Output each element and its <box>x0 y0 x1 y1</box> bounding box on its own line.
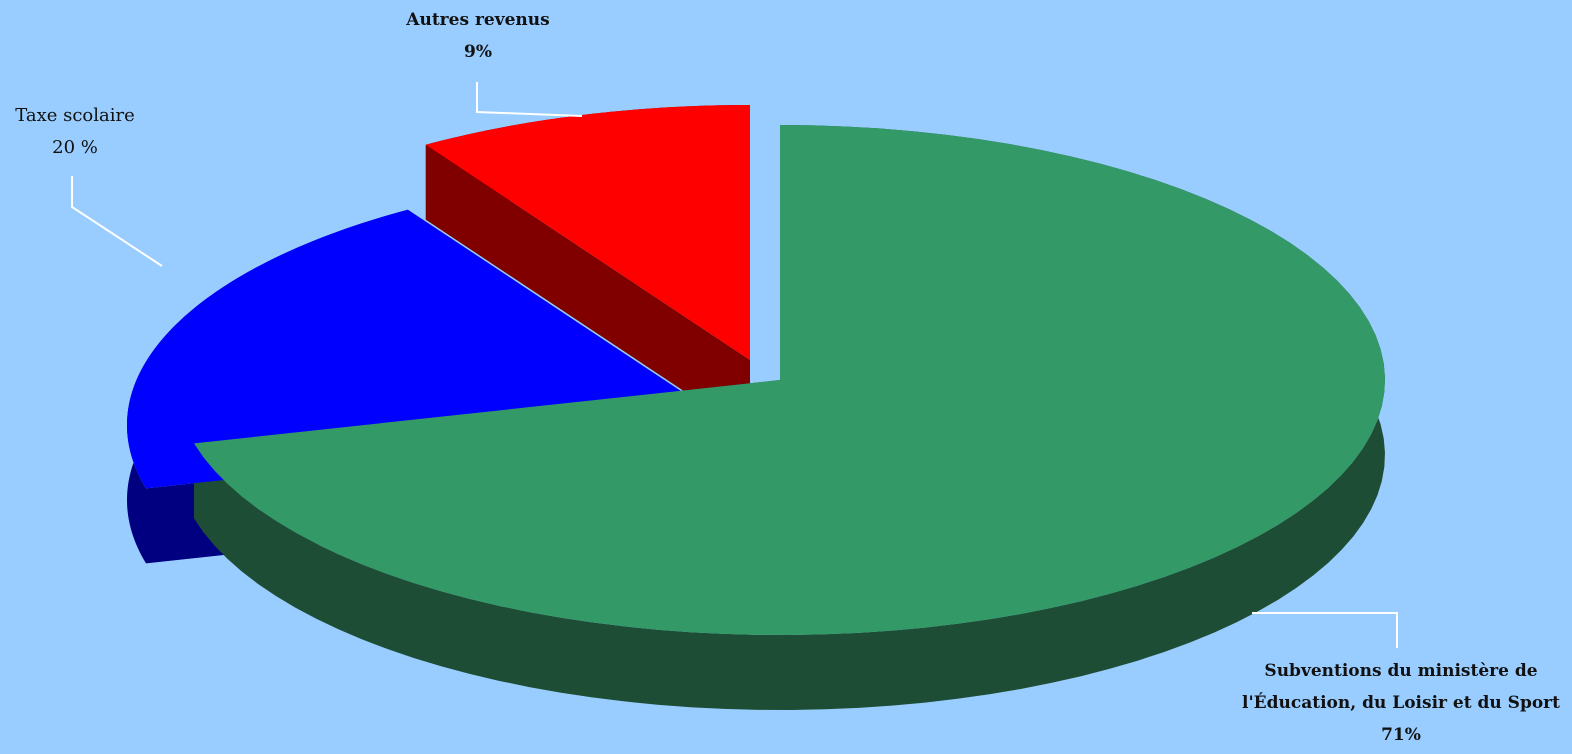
leader-line-taxe <box>71 176 163 267</box>
slice-value-subventions: 71% <box>1381 725 1421 745</box>
slice-label-autres: Autres revenus 9% <box>388 4 568 68</box>
slice-name-subventions-line2: l'Éducation, du Loisir et du Sport <box>1242 693 1560 713</box>
slice-autres <box>425 105 750 360</box>
leader-line-subventions <box>1252 612 1398 648</box>
slice-name-autres: Autres revenus <box>406 10 550 30</box>
slice-side-autres-0 <box>425 144 750 435</box>
slice-name-taxe: Taxe scolaire <box>15 105 135 126</box>
slice-name-subventions-line1: Subventions du ministère de <box>1264 661 1538 681</box>
slice-label-subventions: Subventions du ministère de l'Éducation,… <box>1236 655 1566 751</box>
slice-value-autres: 9% <box>464 42 492 62</box>
slice-value-taxe: 20 % <box>52 137 98 158</box>
slice-subventions <box>194 125 1385 635</box>
slice-label-taxe: Taxe scolaire 20 % <box>0 100 150 164</box>
leader-line-autres <box>476 82 583 117</box>
